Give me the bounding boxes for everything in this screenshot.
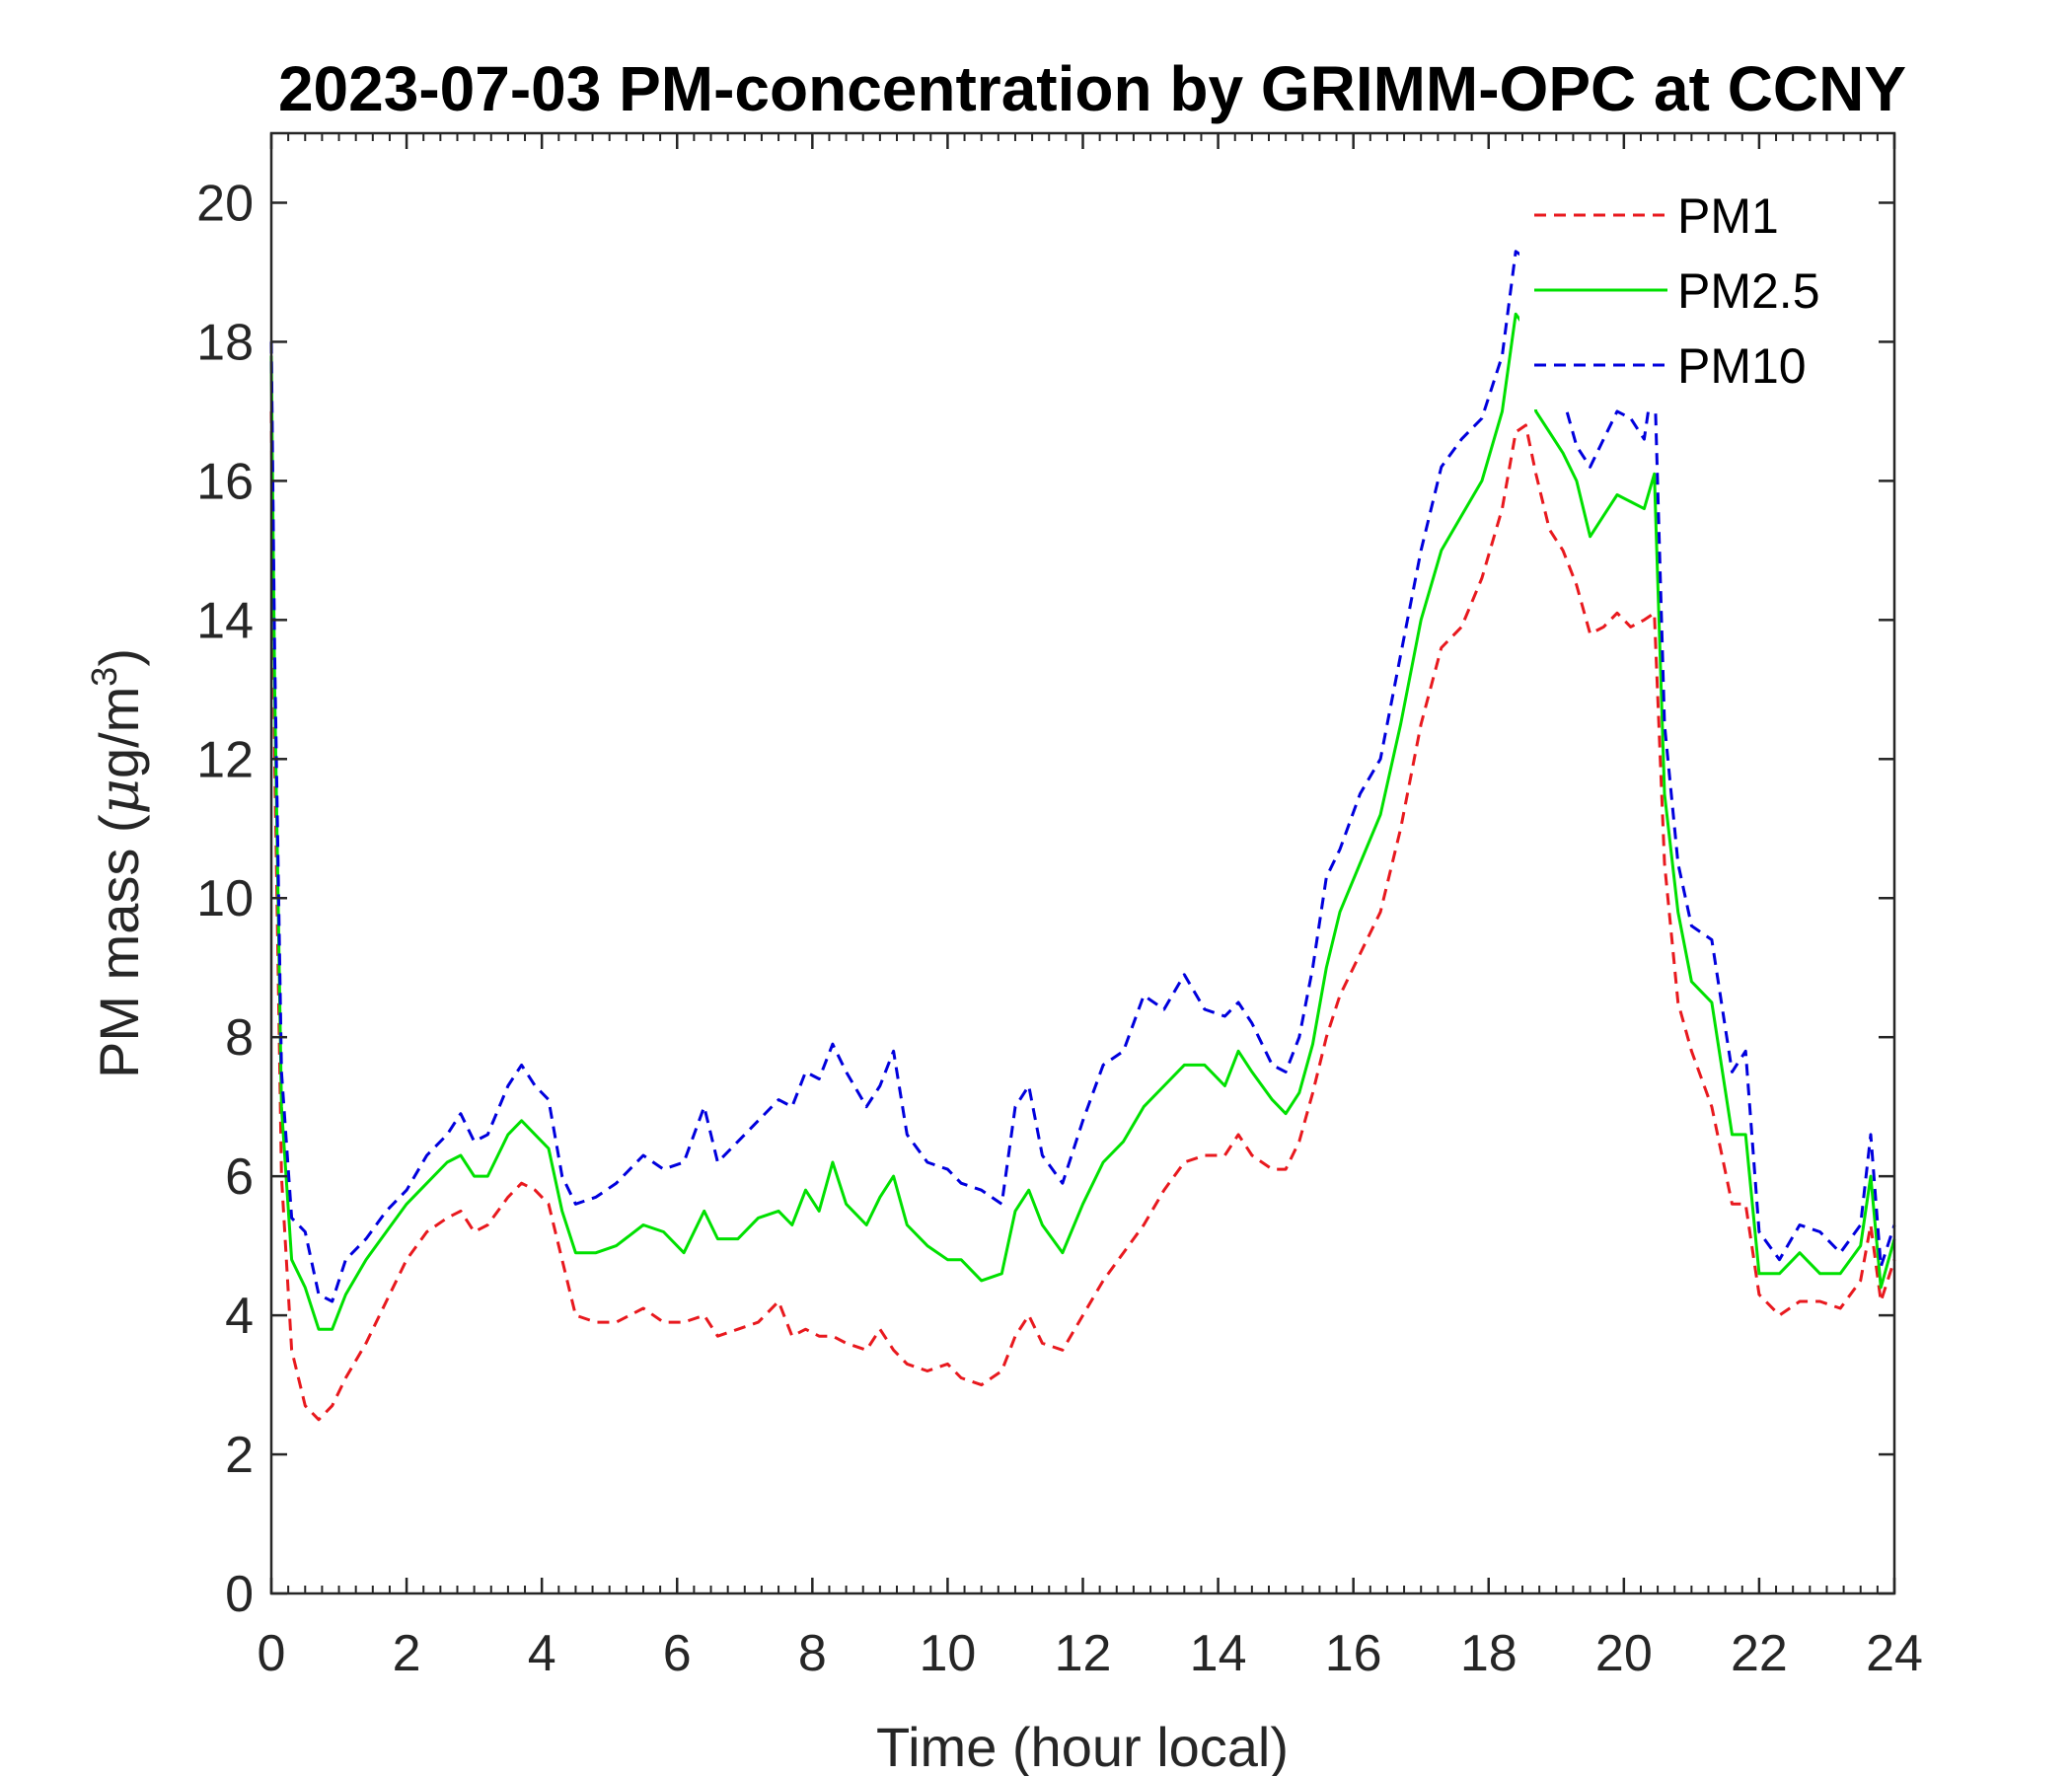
x-tick-label: 24: [1866, 1625, 1923, 1682]
y-tick-label: 4: [225, 1288, 254, 1345]
legend-label-pm25: PM2.5: [1677, 263, 1820, 319]
x-tick-label: 4: [528, 1625, 556, 1682]
x-tick-label: 6: [663, 1625, 692, 1682]
y-axis-label-sup: 3: [84, 667, 124, 687]
y-tick-label: 2: [225, 1427, 254, 1484]
legend-label-pm1: PM1: [1677, 188, 1779, 244]
series-line-pm1: [269, 410, 1896, 1422]
x-tick-label: 0: [258, 1625, 286, 1682]
x-tick-label: 18: [1460, 1625, 1517, 1682]
x-tick-label: 12: [1055, 1625, 1112, 1682]
x-axis-label: Time (hour local): [876, 1716, 1289, 1776]
x-tick-label: 2: [393, 1625, 421, 1682]
y-tick-label: 12: [196, 731, 254, 788]
y-tick-label: 18: [196, 314, 254, 371]
y-axis-label-close: ): [88, 648, 150, 667]
chart-title: 2023-07-03 PM-concentration by GRIMM-OPC…: [278, 53, 1906, 124]
y-axis: 0 2 4 6 8 10 12 14 16 18 20: [196, 175, 1894, 1623]
y-tick-label: 8: [225, 1009, 254, 1067]
y-axis-label-main: PM mass (: [88, 814, 150, 1078]
x-tick-label: 16: [1325, 1625, 1382, 1682]
y-axis-label: PM mass (μg/m3): [84, 648, 152, 1078]
legend: PM1 PM2.5 PM10: [1519, 183, 1845, 409]
series-line-pm25: [269, 312, 1896, 1331]
x-tick-label: 14: [1190, 1625, 1247, 1682]
x-tick-label: 8: [798, 1625, 827, 1682]
series-layer: [269, 250, 1896, 1422]
y-tick-label: 10: [196, 870, 254, 927]
y-tick-label: 16: [196, 453, 254, 510]
y-tick-label: 6: [225, 1148, 254, 1206]
x-tick-label: 20: [1595, 1625, 1653, 1682]
x-axis: 0 2 4 6 8 10 12 14 16 18 20 22 24: [258, 133, 1923, 1682]
minor-ticks: [287, 133, 1879, 1593]
series-line-pm10: [269, 250, 1896, 1303]
y-tick-label: 14: [196, 592, 254, 649]
y-axis-label-unit: g/m: [88, 687, 150, 778]
x-tick-label: 22: [1731, 1625, 1788, 1682]
y-tick-label: 0: [225, 1566, 254, 1623]
y-tick-label: 20: [196, 175, 254, 232]
y-axis-label-mu: μ: [88, 778, 152, 814]
legend-label-pm10: PM10: [1677, 338, 1807, 394]
legend-box: [1519, 183, 1845, 409]
x-tick-label: 10: [919, 1625, 976, 1682]
